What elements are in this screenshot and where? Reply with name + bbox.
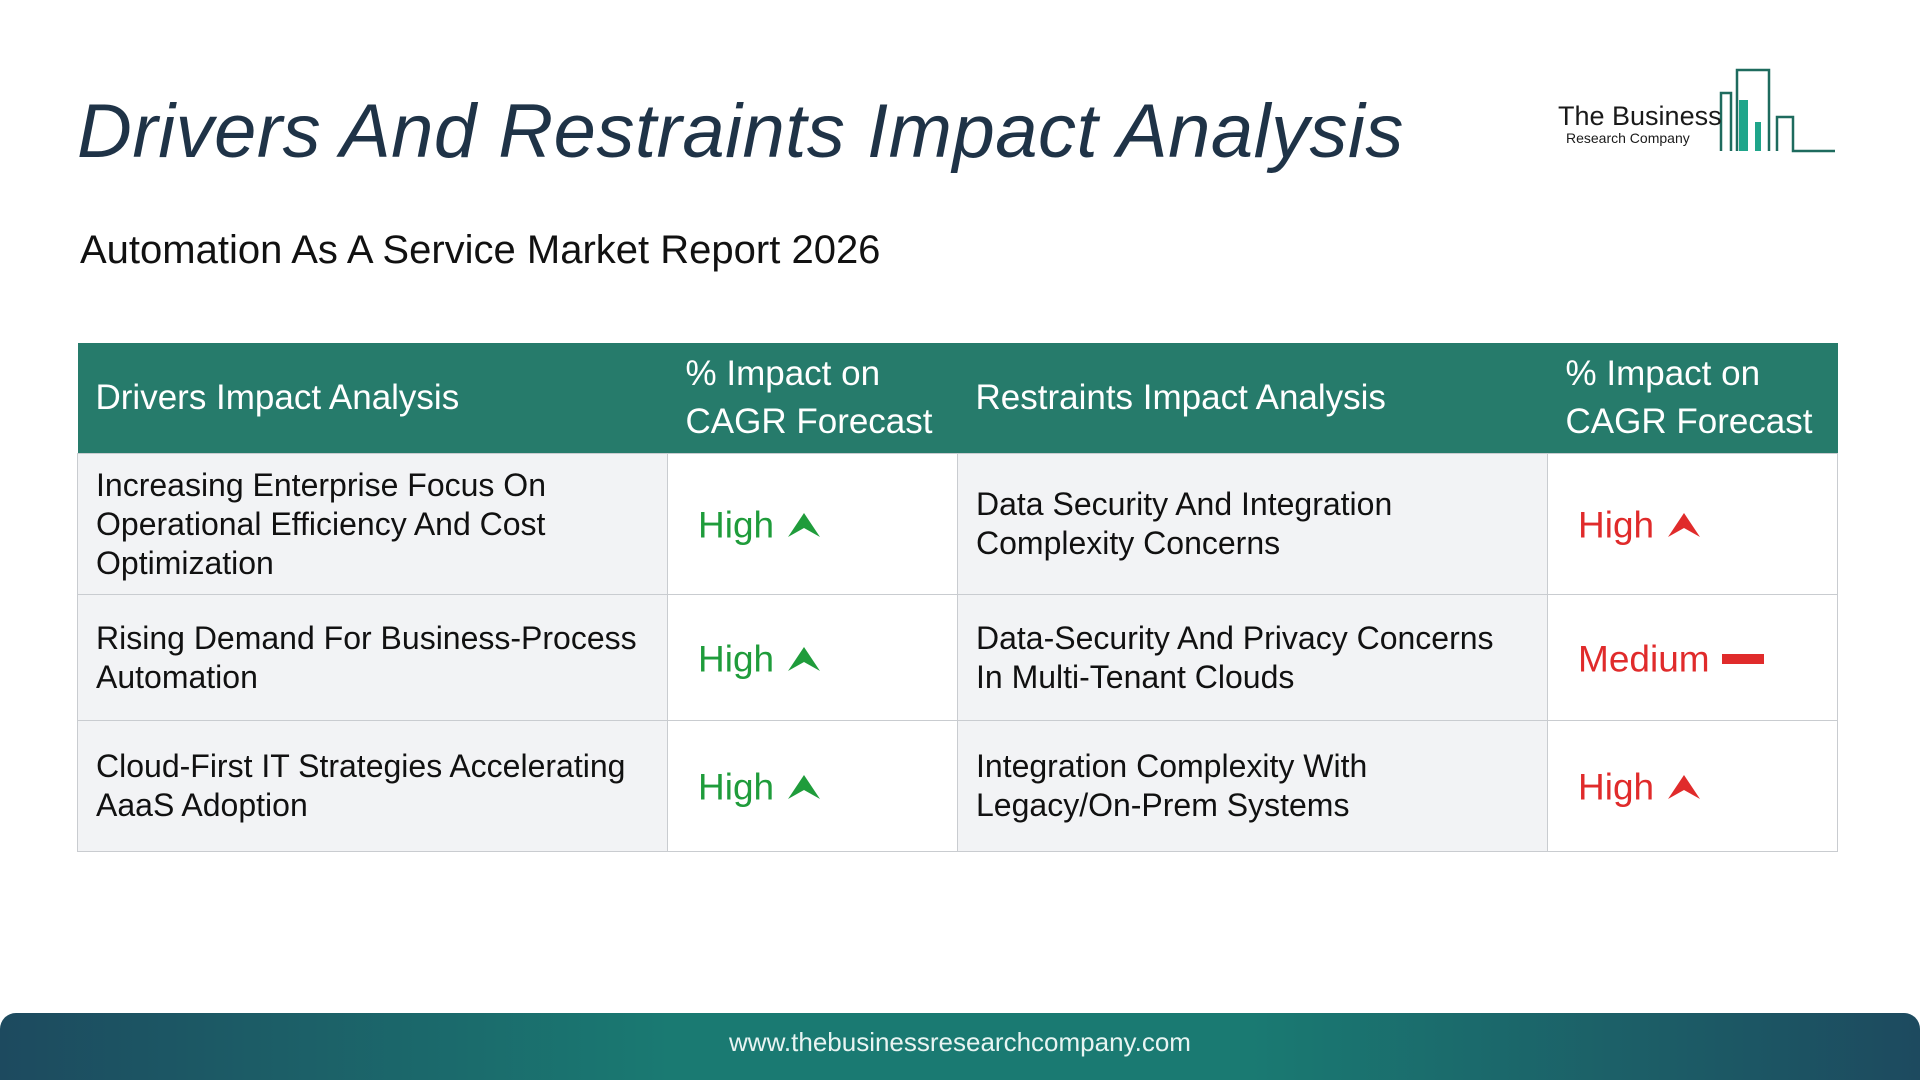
company-logo: The Business Research Company (1553, 66, 1837, 156)
impact-level: Medium (1578, 638, 1710, 680)
header-restraints: Restraints Impact Analysis (957, 343, 1548, 454)
driver-impact-cell: High (667, 720, 958, 852)
page-title: Drivers And Restraints Impact Analysis (77, 89, 1404, 174)
header-drivers-impact: % Impact on CAGR Forecast (667, 343, 958, 454)
restraint-impact-cell: Medium (1547, 594, 1838, 721)
footer-url: www.thebusinessresearchcompany.com (729, 1027, 1191, 1057)
restraint-cell: Integration Complexity With Legacy/On-Pr… (957, 720, 1548, 852)
arrow-up-icon (788, 775, 821, 800)
driver-impact-cell: High (667, 453, 958, 595)
report-subtitle: Automation As A Service Market Report 20… (80, 228, 881, 272)
impact-table: Drivers Impact Analysis % Impact on CAGR… (77, 343, 1838, 852)
logo-name: The Business (1558, 101, 1722, 131)
impact-level: High (1578, 504, 1655, 546)
restraint-cell: Data Security And Integration Complexity… (957, 453, 1548, 595)
arrow-up-icon (1668, 513, 1701, 538)
logo-buildings-icon (1719, 68, 1835, 153)
driver-impact-cell: High (667, 594, 958, 721)
footer-bar: www.thebusinessresearchcompany.com (0, 1013, 1920, 1080)
arrow-up-icon (788, 646, 821, 671)
header-restraints-impact: % Impact on CAGR Forecast (1547, 343, 1838, 454)
table-header-row: Drivers Impact Analysis % Impact on CAGR… (77, 343, 1838, 454)
arrow-up-icon (788, 513, 821, 538)
table-row: Increasing Enterprise Focus On Operation… (77, 453, 1838, 595)
logo-subtitle: Research Company (1566, 130, 1690, 146)
header-drivers: Drivers Impact Analysis (77, 343, 668, 454)
restraint-impact-cell: High (1547, 453, 1838, 595)
restraint-cell: Data-Security And Privacy Concerns In Mu… (957, 594, 1548, 721)
impact-level: High (698, 638, 775, 680)
arrow-up-icon (1668, 775, 1701, 800)
table-row: Rising Demand For Business-Process Autom… (77, 594, 1838, 721)
driver-cell: Rising Demand For Business-Process Autom… (77, 594, 668, 721)
driver-cell: Cloud-First IT Strategies Accelerating A… (77, 720, 668, 852)
impact-level: High (698, 504, 775, 546)
impact-level: High (1578, 766, 1655, 808)
driver-cell: Increasing Enterprise Focus On Operation… (77, 453, 668, 595)
table-row: Cloud-First IT Strategies Accelerating A… (77, 720, 1838, 852)
restraint-impact-cell: High (1547, 720, 1838, 852)
dash-icon (1721, 653, 1764, 664)
impact-level: High (698, 766, 775, 808)
